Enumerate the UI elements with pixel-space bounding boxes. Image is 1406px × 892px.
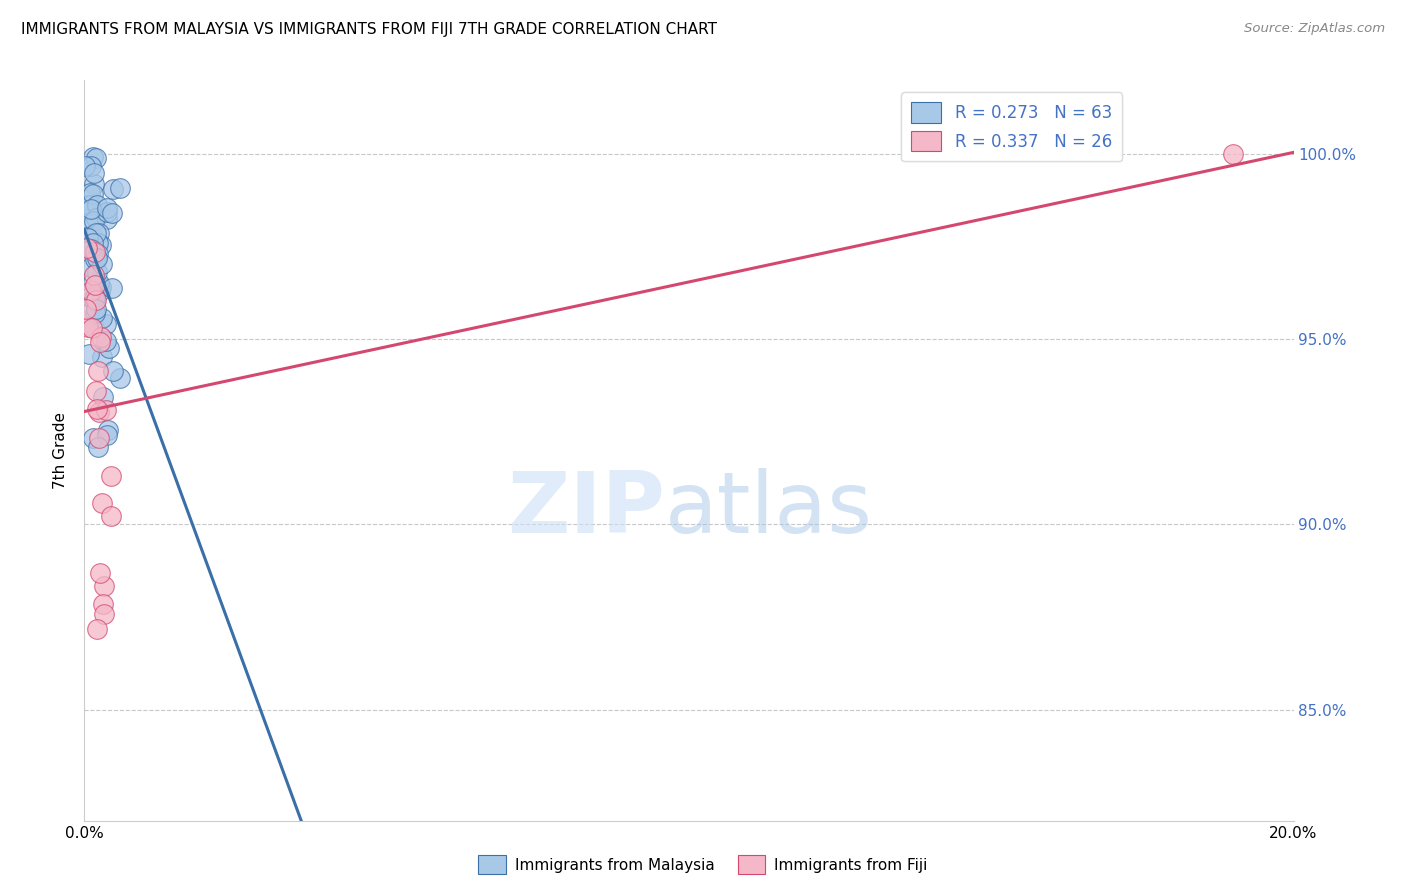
Point (86, 622, 108, 636)
Point (98, 342, 121, 356)
Point (96, 427, 118, 442)
Point (96, 317, 118, 331)
Point (91, 390, 114, 404)
Point (87, 226, 110, 240)
Point (83, 245, 105, 260)
Point (86, 302, 108, 317)
Point (87, 405, 110, 419)
Point (86, 265, 108, 279)
Y-axis label: 7th Grade: 7th Grade (53, 412, 69, 489)
Point (100, 468, 122, 483)
Point (96, 334, 118, 348)
Point (84, 245, 107, 260)
Point (91, 257, 114, 271)
Point (82, 236, 104, 251)
Point (86, 251, 108, 265)
Point (86, 402, 108, 417)
Point (101, 364, 124, 378)
Text: Source: ZipAtlas.com: Source: ZipAtlas.com (1244, 22, 1385, 36)
Point (80, 202, 103, 216)
Point (82, 150, 104, 164)
Point (75, 159, 97, 173)
Point (90, 351, 112, 365)
Point (101, 206, 124, 220)
Point (75, 301, 97, 316)
Point (76, 229, 98, 244)
Point (87, 364, 110, 378)
Point (76, 320, 98, 334)
Legend: Immigrants from Malaysia, Immigrants from Fiji: Immigrants from Malaysia, Immigrants fro… (472, 849, 934, 880)
Point (100, 508, 122, 523)
Point (96, 204, 118, 219)
Point (87, 441, 110, 455)
Point (77, 347, 100, 361)
Point (87, 246, 110, 260)
Point (93, 607, 115, 621)
Point (86, 198, 108, 212)
Point (96, 212, 118, 227)
Point (82, 293, 104, 307)
Point (83, 214, 105, 228)
Point (87, 276, 110, 290)
Point (80, 284, 103, 298)
Point (83, 306, 105, 320)
Point (84, 211, 107, 225)
Point (79, 198, 101, 212)
Point (83, 178, 105, 192)
Point (87, 236, 110, 251)
Point (76, 241, 98, 255)
Point (90, 280, 112, 294)
Point (80, 242, 103, 256)
Point (76, 211, 98, 226)
Point (83, 289, 105, 303)
Point (103, 182, 125, 196)
Point (79, 290, 101, 304)
Point (108, 181, 131, 195)
Point (75, 198, 97, 212)
Point (90, 496, 112, 510)
Point (80, 260, 103, 275)
Point (96, 402, 118, 417)
Point (108, 371, 131, 385)
Point (84, 293, 107, 307)
Point (79, 186, 101, 201)
Point (84, 152, 107, 166)
Point (89, 431, 111, 445)
Point (101, 281, 124, 295)
Point (86, 226, 108, 240)
Text: atlas: atlas (665, 468, 873, 551)
Point (97, 423, 120, 437)
Point (84, 294, 107, 309)
Point (89, 566, 111, 581)
Point (82, 187, 104, 202)
Point (83, 268, 105, 282)
Point (89, 285, 111, 299)
Legend: R = 0.273   N = 63, R = 0.337   N = 26: R = 0.273 N = 63, R = 0.337 N = 26 (901, 92, 1122, 161)
Point (83, 319, 105, 334)
Point (91, 597, 114, 611)
Point (80, 159, 103, 173)
Point (80, 228, 103, 243)
Point (82, 431, 104, 445)
Point (1222, 147, 1244, 161)
Point (93, 579, 115, 593)
Point (90, 237, 112, 252)
Point (82, 320, 104, 334)
Point (83, 166, 105, 180)
Point (84, 384, 107, 398)
Point (79, 203, 101, 218)
Point (84, 277, 107, 292)
Point (82, 275, 104, 289)
Point (96, 201, 118, 215)
Text: ZIP: ZIP (508, 468, 665, 551)
Point (84, 252, 107, 266)
Text: IMMIGRANTS FROM MALAYSIA VS IMMIGRANTS FROM FIJI 7TH GRADE CORRELATION CHART: IMMIGRANTS FROM MALAYSIA VS IMMIGRANTS F… (21, 22, 717, 37)
Point (90, 329, 112, 343)
Point (77, 230, 100, 244)
Point (89, 334, 111, 349)
Point (91, 310, 114, 325)
